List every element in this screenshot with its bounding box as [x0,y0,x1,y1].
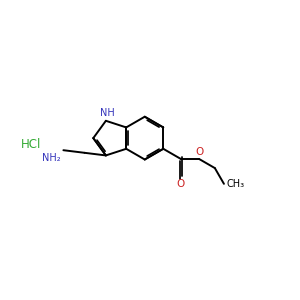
Text: O: O [177,179,185,189]
Text: CH₃: CH₃ [227,179,245,189]
Text: NH: NH [100,108,115,118]
Text: O: O [195,147,203,157]
Text: NH₂: NH₂ [42,153,61,163]
Text: HCl: HCl [21,138,41,151]
